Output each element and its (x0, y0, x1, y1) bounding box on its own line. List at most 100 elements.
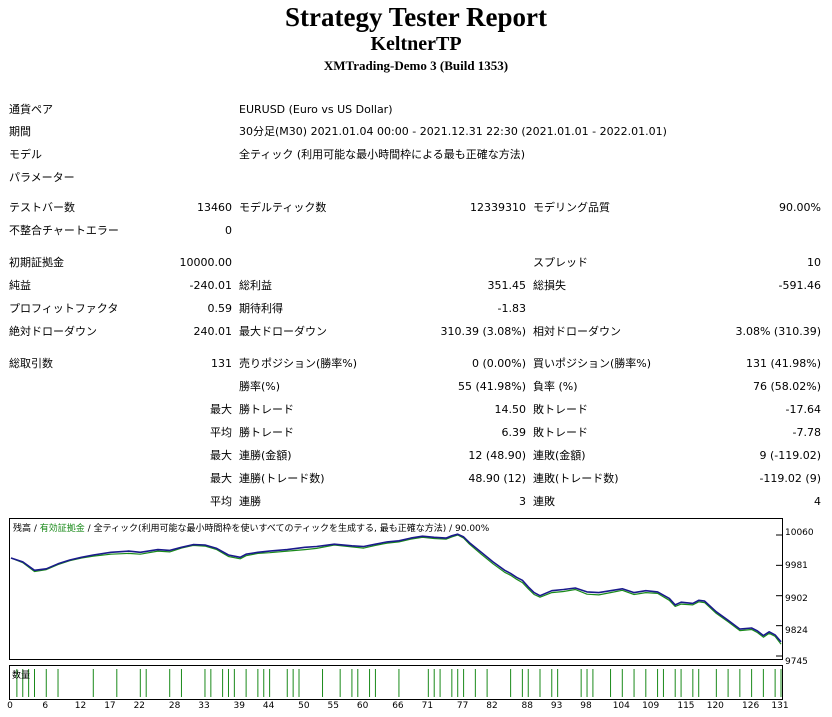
test-bars-label: テストバー数 (9, 201, 75, 214)
stats-row-ticks: テストバー数 13460 モデルティック数 12339310 モデリング品質 9… (0, 200, 832, 220)
loss-rate-label: 負率 (%) (533, 380, 578, 393)
x-tick-label: 93 (550, 701, 563, 711)
stats-row-average: 平均 勝トレード 6.39 敗トレード -7.78 (0, 425, 832, 445)
stats-row-avg-consec: 平均 連勝 3 連敗 4 (0, 494, 832, 514)
max-dd-label: 最大ドローダウン (239, 325, 327, 338)
avg-consec-win-label: 連勝 (239, 495, 261, 508)
info-value: EURUSD (Euro vs US Dollar) (239, 103, 393, 116)
volume-chart-svg (16, 669, 782, 697)
chart-legend: 残高 / 有効証拠金 / 全ティック(利用可能な最小時間枠を使いすべてのティック… (13, 521, 489, 534)
x-tick-label: 12 (74, 701, 87, 711)
y-tick-label: 10060 (785, 528, 814, 538)
volume-label: 数量 (12, 671, 31, 681)
total-trades-value: 131 (211, 357, 232, 370)
x-tick-label: 82 (486, 701, 498, 711)
legend-quality: 90.00% (455, 524, 490, 534)
profit-factor-label: プロフィットファクタ (9, 302, 119, 315)
average-prefix: 平均 (210, 495, 232, 508)
report-title: Strategy Tester Report (285, 2, 547, 32)
info-value: 全ティック (利用可能な最小時間枠による最も正確な方法) (239, 148, 526, 161)
long-pos-label: 買いポジション(勝率%) (533, 357, 652, 370)
gross-profit-label: 総利益 (239, 279, 272, 292)
info-label: パラメーター (9, 171, 75, 184)
initial-deposit-value: 10000.00 (179, 256, 233, 269)
largest-loss-value: -17.64 (785, 403, 821, 416)
short-pos-label: 売りポジション(勝率%) (239, 357, 358, 370)
x-tick-label: 0 (7, 701, 13, 711)
y-tick-label: 9745 (785, 657, 808, 667)
win-rate-value: 55 (41.98%) (457, 380, 526, 393)
legend-separator: / (31, 524, 40, 534)
stats-row-consec-money: 最大 連勝(金額) 12 (48.90) 連敗(金額) 9 (-119.02) (0, 448, 832, 468)
test-bars-value: 13460 (197, 201, 232, 214)
total-trades-label: 総取引数 (9, 357, 53, 370)
max-dd-value: 310.39 (3.08%) (440, 325, 526, 338)
spread-label: スプレッド (533, 256, 588, 269)
largest-win-label: 勝トレード (239, 403, 294, 416)
x-tick-label: 115 (677, 701, 695, 711)
x-tick-label: 120 (706, 701, 724, 711)
x-tick-label: 98 (580, 701, 592, 711)
model-quality-value: 90.00% (779, 201, 821, 214)
stats-row-rate: 勝率(%) 55 (41.98%) 負率 (%) 76 (58.02%) (0, 379, 832, 399)
gross-profit-value: 351.45 (487, 279, 527, 292)
legend-model: 全ティック(利用可能な最小時間枠を使いすべてのティックを生成する, 最も正確な方… (93, 524, 447, 534)
loss-rate-value: 76 (58.02%) (752, 380, 821, 393)
balance-line (10, 533, 782, 643)
avg-loss-label: 敗トレード (533, 426, 588, 439)
x-tick-label: 44 (262, 701, 275, 711)
abs-dd-value: 240.01 (193, 325, 233, 338)
x-tick-label: 88 (521, 701, 533, 711)
info-row-symbol: 通貨ペア EURUSD (Euro vs US Dollar) (0, 102, 832, 122)
net-profit-value: -240.01 (189, 279, 232, 292)
x-tick-label: 28 (168, 701, 181, 711)
stats-row-consec-trades: 最大 連勝(トレード数) 48.90 (12) 連敗(トレード数) -119.0… (0, 471, 832, 491)
x-tick-label: 17 (104, 701, 116, 711)
stats-row-drawdown: 絶対ドローダウン 240.01 最大ドローダウン 310.39 (3.08%) … (0, 324, 832, 344)
stats-row-mismatch: 不整合チャートエラー 0 (0, 223, 832, 243)
gross-loss-value: -591.46 (778, 279, 821, 292)
x-tick-label: 33 (198, 701, 210, 711)
legend-equity: 有効証拠金 (39, 524, 85, 534)
consec-win-trades-value: 48.90 (12) (468, 472, 526, 485)
x-tick-label: 104 (612, 701, 630, 711)
info-label: 通貨ペア (9, 103, 53, 116)
x-tick-label: 22 (133, 701, 146, 711)
rel-dd-label: 相対ドローダウン (533, 325, 621, 338)
largest-loss-label: 敗トレード (533, 403, 588, 416)
info-label: モデル (9, 148, 42, 161)
server-name: XMTrading-Demo 3 (Build 1353) (323, 58, 509, 73)
model-ticks-value: 12339310 (470, 201, 526, 214)
consec-win-trades-label: 連勝(トレード数) (239, 472, 325, 485)
avg-consec-loss-value: 4 (814, 495, 821, 508)
y-tick-label: 9824 (785, 626, 808, 636)
x-tick-label: 77 (456, 701, 469, 711)
avg-win-label: 勝トレード (239, 426, 294, 439)
abs-dd-label: 絶対ドローダウン (9, 325, 97, 338)
largest-prefix: 最大 (210, 403, 232, 416)
expected-payoff-label: 期待利得 (239, 302, 283, 315)
legend-separator: / (446, 524, 456, 534)
expected-payoff-value: -1.83 (497, 302, 526, 315)
mismatch-value: 0 (225, 224, 232, 237)
legend-separator: / (84, 524, 94, 534)
x-tick-label: 50 (298, 701, 310, 711)
gross-loss-label: 総損失 (533, 279, 566, 292)
info-row-parameters: パラメーター (0, 170, 832, 190)
spread-value: 10 (807, 256, 821, 269)
y-tick-label: 9902 (785, 594, 808, 604)
consec-win-money-value: 12 (48.90) (468, 449, 526, 462)
info-label: 期間 (9, 125, 31, 138)
balance-chart-svg (10, 533, 782, 657)
volume-chart: 数量 (9, 665, 783, 700)
consec-loss-money-label: 連敗(金額) (533, 449, 586, 462)
expert-name: KeltnerTP (370, 33, 462, 55)
info-row-model: モデル 全ティック (利用可能な最小時間枠による最も正確な方法) (0, 147, 832, 167)
stats-row-deposit: 初期証拠金 10000.00 スプレッド 10 (0, 255, 832, 275)
consec-win-money-label: 連勝(金額) (239, 449, 292, 462)
consec-loss-money-value: 9 (-119.02) (759, 449, 821, 462)
win-rate-label: 勝率(%) (239, 380, 281, 393)
profit-factor-value: 0.59 (207, 302, 233, 315)
consec-loss-trades-label: 連敗(トレード数) (533, 472, 619, 485)
avg-consec-win-value: 3 (519, 495, 526, 508)
